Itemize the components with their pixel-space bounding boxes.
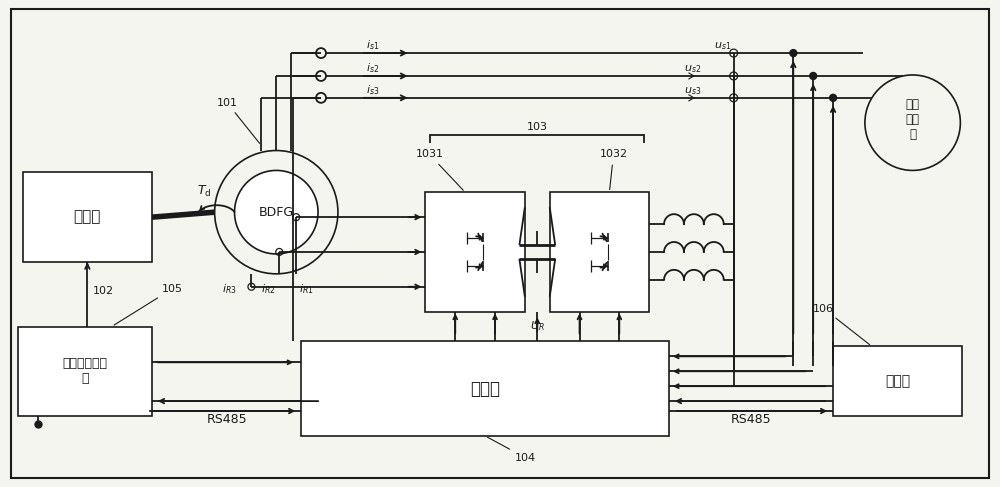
Text: $i_{R3}$: $i_{R3}$ [222,281,236,296]
Circle shape [865,75,960,170]
Text: $i_{s1}$: $i_{s1}$ [366,38,379,52]
Bar [301,341,669,436]
Text: RS485: RS485 [206,413,247,426]
Text: 104: 104 [488,437,536,463]
Circle shape [790,50,797,56]
Text: 106: 106 [813,303,870,345]
Circle shape [810,73,817,79]
Bar [23,172,152,262]
Text: $i_{s3}$: $i_{s3}$ [366,83,379,96]
Text: $U_{R}$: $U_{R}$ [530,319,545,333]
Text: $i_{R1}$: $i_{R1}$ [299,281,314,296]
Text: 105: 105 [114,284,183,325]
Text: $u_{s3}$: $u_{s3}$ [684,85,701,96]
Text: $u_{s2}$: $u_{s2}$ [684,63,701,75]
Text: BDFG: BDFG [259,206,294,219]
Circle shape [215,150,338,274]
Text: 电网
或负
载: 电网 或负 载 [906,98,920,141]
Text: 柴油机调速系
统: 柴油机调速系 统 [62,357,107,385]
Text: $i_{R2}$: $i_{R2}$ [261,281,276,296]
Circle shape [235,170,318,254]
Text: $i_{s2}$: $i_{s2}$ [366,61,379,75]
Text: $T_{\mathrm{d}}$: $T_{\mathrm{d}}$ [197,184,211,199]
Circle shape [830,94,837,101]
Text: 1031: 1031 [415,150,463,190]
Text: 柴油机: 柴油机 [74,209,101,225]
Text: $u_{s1}$: $u_{s1}$ [714,40,731,52]
Text: 1032: 1032 [599,150,628,189]
Bar [425,192,525,312]
Text: 103: 103 [527,122,548,131]
Bar [18,326,152,416]
Bar [833,346,962,416]
Text: RS485: RS485 [731,413,771,426]
Text: 上位机: 上位机 [885,374,910,388]
Text: 101: 101 [217,98,260,143]
Text: 102: 102 [92,286,113,296]
Text: 控制器: 控制器 [470,380,500,398]
Bar [550,192,649,312]
